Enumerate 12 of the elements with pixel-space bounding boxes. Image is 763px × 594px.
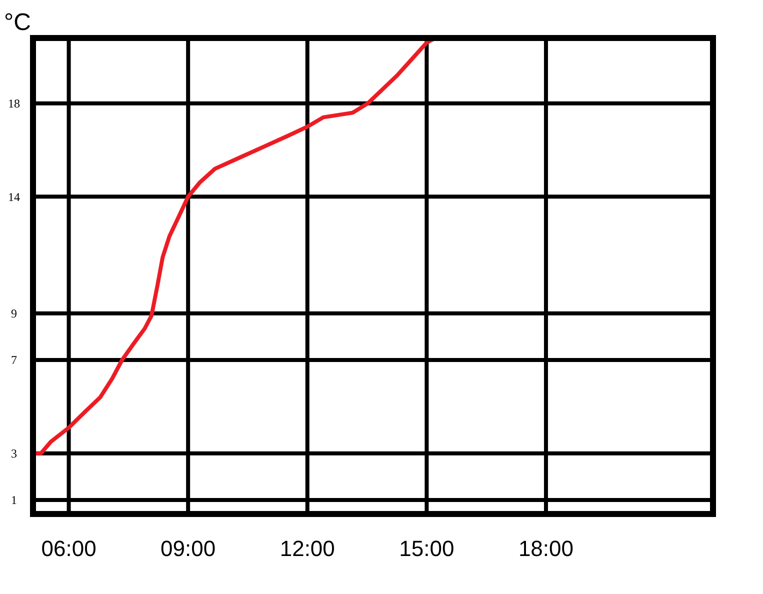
y-tick-label: 9 — [11, 306, 17, 321]
y-tick-label: 1 — [11, 493, 17, 508]
y-tick-label: 3 — [11, 446, 17, 461]
x-tick-label: 12:00 — [280, 536, 335, 561]
y-tick-label: 14 — [8, 190, 20, 204]
y-axis-title: °C — [4, 9, 31, 36]
x-tick-label: 18:00 — [518, 536, 574, 561]
y-tick-label: 18 — [8, 96, 20, 111]
x-tick-label: 09:00 — [160, 536, 216, 561]
x-tick-label: 15:00 — [399, 536, 454, 561]
x-tick-label: 06:00 — [41, 536, 96, 561]
y-tick-label: 7 — [11, 353, 17, 368]
